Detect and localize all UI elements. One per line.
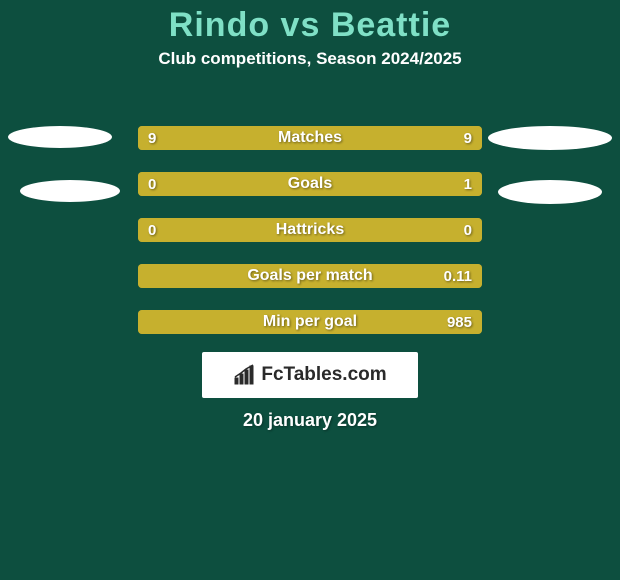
stat-bar: Min per goal985 (138, 310, 482, 334)
avatar-placeholder (20, 180, 120, 202)
stat-bar-label: Goals (138, 172, 482, 196)
stat-bar: Hattricks0 0 (138, 218, 482, 242)
avatar-placeholder (488, 126, 612, 150)
stat-bar-label: Goals per match (138, 264, 482, 288)
stat-bar-left-value: 9 (148, 126, 156, 150)
avatar-placeholder (8, 126, 112, 148)
stat-bar-right-value: 1 (464, 172, 472, 196)
page-title: Rindo vs Beattie (0, 0, 620, 45)
avatar-placeholder (498, 180, 602, 204)
stat-bar-right-value: 0.11 (444, 264, 472, 288)
subtitle: Club competitions, Season 2024/2025 (0, 49, 620, 69)
stats-bars: Matches99Goals01Hattricks00Goals per mat… (138, 126, 482, 356)
stat-bar-right-value: 9 (464, 126, 472, 150)
stat-bar-label: Matches (138, 126, 482, 150)
stat-bar-left-value: 0 (148, 218, 156, 242)
stat-bar: Goals0 1 (138, 172, 482, 196)
stat-bar: Goals per match0.11 (138, 264, 482, 288)
stat-bar-right-value: 0 (464, 218, 472, 242)
brand-badge: FcTables.com (202, 352, 418, 398)
stat-bar-label: Hattricks (138, 218, 482, 242)
stat-bar: Matches9 9 (138, 126, 482, 150)
stat-bar-right-value: 985 (447, 310, 472, 334)
footer-date: 20 january 2025 (0, 410, 620, 431)
bar-chart-icon (233, 364, 257, 386)
stat-bar-left-value: 0 (148, 172, 156, 196)
brand-text: FcTables.com (261, 364, 386, 386)
comparison-infographic: Rindo vs Beattie Club competitions, Seas… (0, 0, 620, 580)
stat-bar-label: Min per goal (138, 310, 482, 334)
